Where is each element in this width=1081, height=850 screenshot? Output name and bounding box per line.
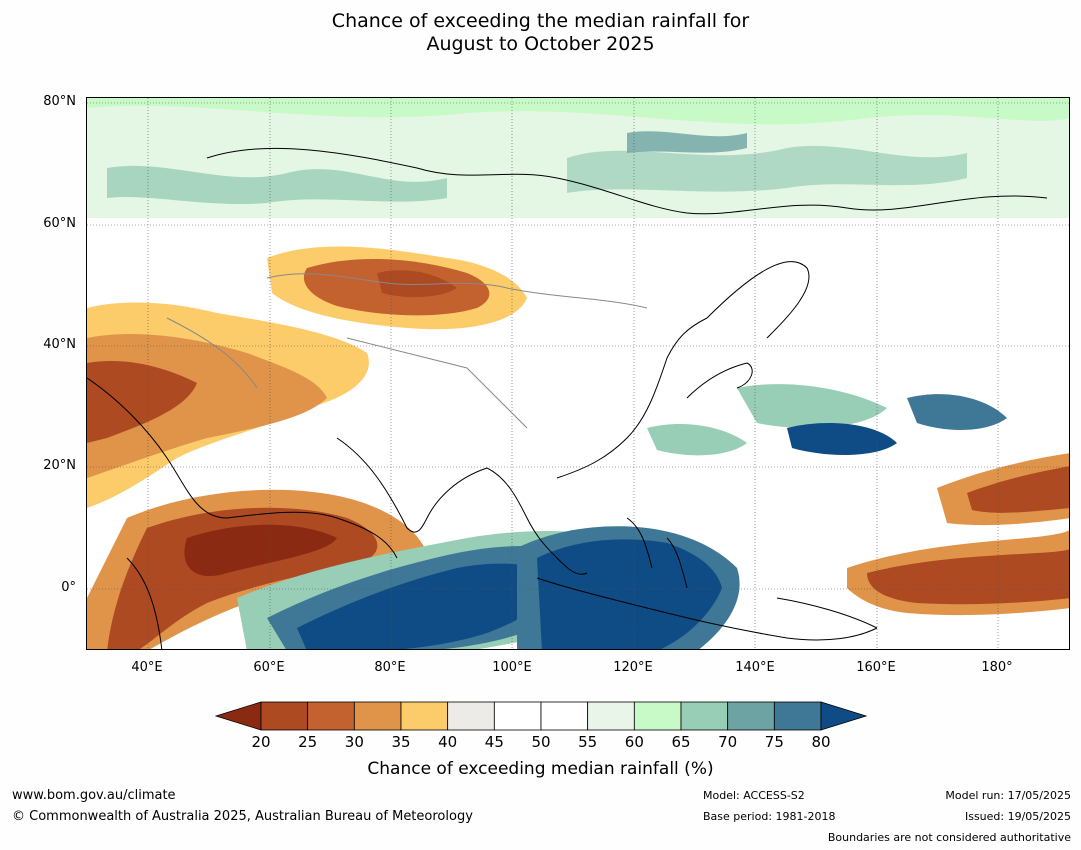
colorbar-segment [773, 701, 822, 731]
colorbar-tick-label: 45 [484, 733, 504, 751]
lon-label-80e: 80°E [374, 660, 406, 675]
lon-label-100e: 100°E [492, 660, 532, 675]
colorbar-segment [680, 701, 729, 731]
colorbar-tick-label: 35 [391, 733, 411, 751]
colorbar-tick-label: 55 [578, 733, 598, 751]
colorbar-tick-label: 50 [531, 733, 551, 751]
colorbar-label: Chance of exceeding median rainfall (%) [367, 759, 714, 779]
colorbar-segment [540, 701, 589, 731]
colorbar-segment [260, 701, 309, 731]
lon-label-40e: 40°E [131, 660, 163, 675]
colorbar-segment [633, 701, 682, 731]
lat-label-20n: 20°N [43, 458, 76, 473]
colorbar-extend-low [215, 701, 262, 731]
footer-issued: Issued: 19/05/2025 [964, 810, 1071, 823]
rainfall-map [86, 97, 1070, 650]
lat-label-40n: 40°N [43, 337, 76, 352]
colorbar-segment [727, 701, 775, 731]
country-borders [166, 273, 648, 429]
footer-base-period: Base period: 1981-2018 [703, 810, 836, 823]
colorbar-tick-label: 20 [251, 733, 271, 751]
colorbar-tick-label: 30 [344, 733, 364, 751]
lon-label-120e: 120°E [613, 660, 653, 675]
coastlines [87, 147, 1048, 649]
lat-label-80n: 80°N [43, 94, 76, 109]
colorbar-segment [400, 701, 449, 731]
colorbar-tick-label: 60 [624, 733, 644, 751]
colorbar-segment [493, 701, 542, 731]
colorbar-segment [587, 701, 635, 731]
colorbar-extend-high [820, 701, 867, 731]
lat-label-60n: 60°N [43, 216, 76, 231]
colorbar-tick-label: 40 [438, 733, 458, 751]
colorbar-segment [307, 701, 355, 731]
lon-label-60e: 60°E [253, 660, 285, 675]
title-line-1: Chance of exceeding the median rainfall … [331, 10, 750, 32]
colorbar-segment [353, 701, 402, 731]
footer-model-run: Model run: 17/05/2025 [945, 789, 1071, 802]
colorbar-tick-label: 65 [671, 733, 691, 751]
lon-label-160e: 160°E [856, 660, 896, 675]
colorbar-segment [447, 701, 495, 731]
footer-url: www.bom.gov.au/climate [12, 788, 176, 803]
colorbar [215, 701, 867, 731]
footer-model: Model: ACCESS-S2 [703, 789, 805, 802]
lat-label-0: 0° [61, 580, 76, 595]
title-line-2: August to October 2025 [426, 33, 655, 55]
graticule [87, 98, 1069, 649]
footer-disclaimer: Boundaries are not considered authoritat… [827, 831, 1071, 844]
footer-copyright: © Commonwealth of Australia 2025, Austra… [12, 809, 473, 824]
lon-label-180: 180° [981, 660, 1013, 675]
colorbar-tick-label: 70 [718, 733, 738, 751]
colorbar-tick-label: 80 [811, 733, 831, 751]
colorbar-tick-label: 75 [764, 733, 784, 751]
colorbar-tick-label: 25 [298, 733, 318, 751]
lon-label-140e: 140°E [735, 660, 775, 675]
chart-title: Chance of exceeding the median rainfall … [0, 10, 1081, 56]
